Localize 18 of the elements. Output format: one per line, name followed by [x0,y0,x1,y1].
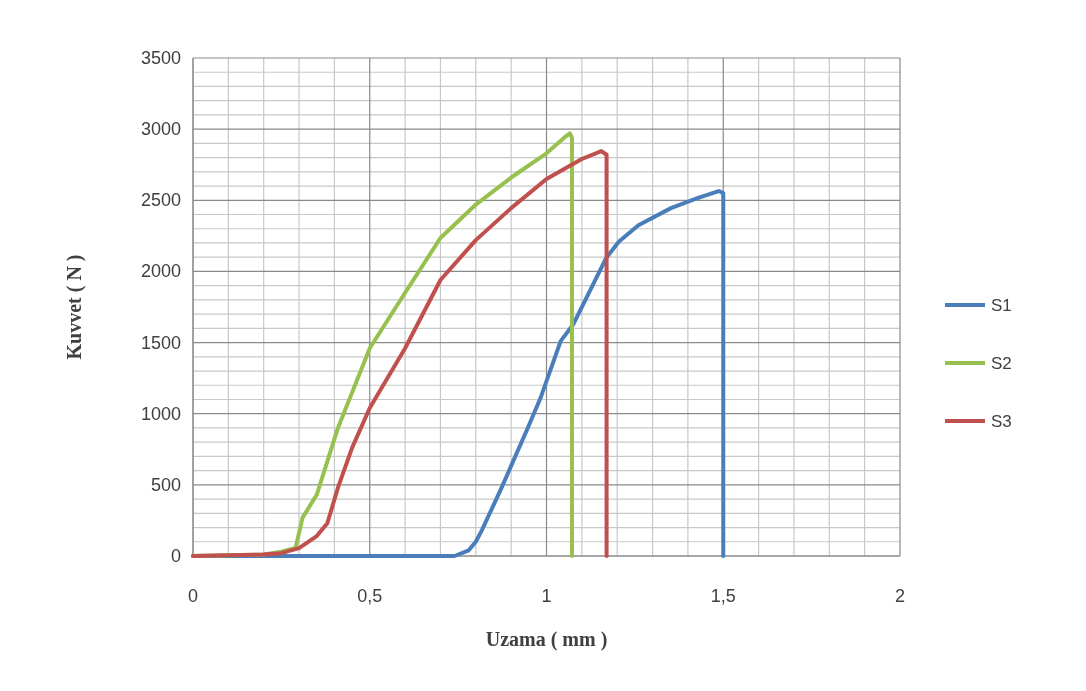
y-tick-label: 2000 [140,261,181,282]
legend-label: S3 [991,412,1012,431]
x-tick-label: 2 [894,586,906,606]
x-tick-label: 0,5 [357,586,383,606]
y-tick-label: 3000 [140,119,181,140]
x-tick-label: 1,5 [710,586,736,606]
y-tick-label: 1500 [140,332,181,353]
y-tick-label: 3500 [140,48,181,68]
x-axis-title: Uzama ( mm ) [485,628,608,651]
x-tick-label: 1 [541,586,552,606]
y-tick-label: 1000 [140,403,181,424]
y-tick-label: 2500 [140,190,181,211]
x-tick-label: 0 [187,586,199,606]
legend-label: S1 [991,296,1012,315]
y-tick-label: 0 [170,546,181,566]
y-axis-title: Kuvvet ( N ) [63,254,86,360]
y-tick-label: 500 [150,474,181,495]
legend-label: S2 [991,354,1012,373]
